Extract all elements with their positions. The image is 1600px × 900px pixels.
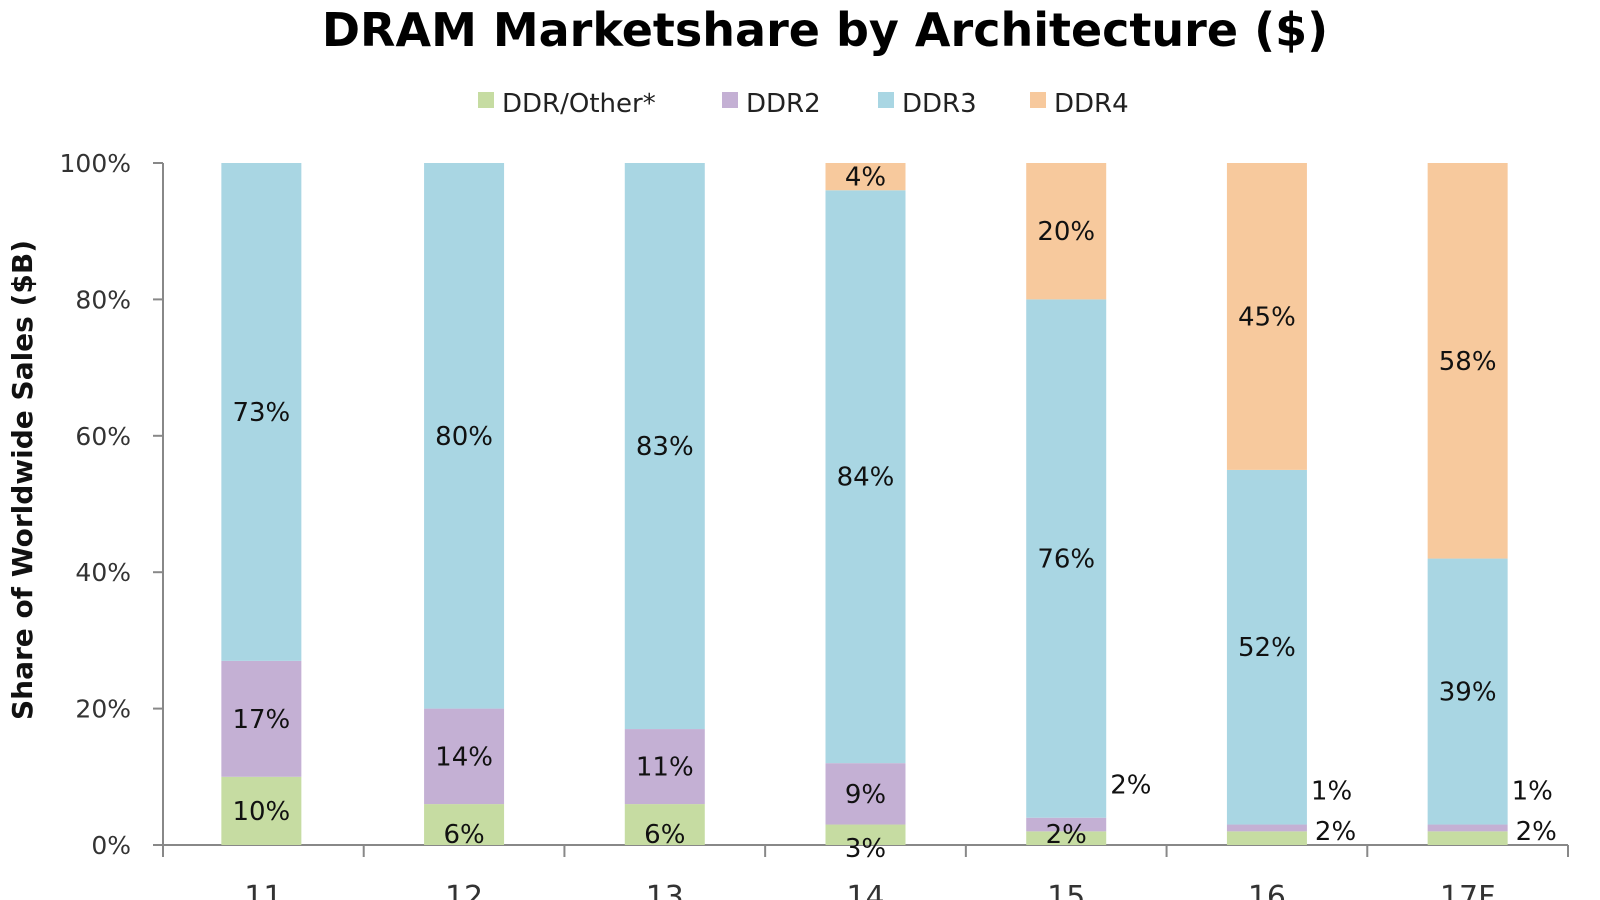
legend-label: DDR4	[1054, 89, 1129, 119]
bar-segment	[1226, 163, 1307, 470]
bar-segment	[1427, 163, 1508, 559]
legend-swatch	[1030, 92, 1046, 108]
legend-label: DDR3	[902, 89, 977, 119]
data-label: 2%	[1315, 817, 1356, 847]
data-label: 58%	[1439, 347, 1497, 377]
data-label: 1%	[1512, 776, 1553, 806]
legend-swatch	[478, 92, 494, 108]
y-tick-label: 100%	[60, 149, 131, 178]
axes: 0% 20% 40% 60% 80% 100% 11 12 13 14 15 16 17F	[60, 149, 1569, 900]
bar-segment	[1427, 824, 1508, 832]
bar-segment	[424, 708, 505, 805]
legend: DDR/Other* DDR2 DDR3 DDR4	[478, 89, 1129, 119]
bar-segment	[1026, 817, 1107, 832]
legend-label: DDR/Other*	[502, 89, 656, 119]
y-axis-title: Share of Worldwide Sales ($B)	[6, 240, 39, 720]
data-label: 2%	[1046, 820, 1087, 850]
bar-segment	[825, 190, 906, 764]
bar-segment	[624, 729, 705, 805]
data-label: 3%	[845, 834, 886, 864]
data-label: 11%	[636, 753, 694, 783]
x-tick-label: 16	[1248, 880, 1286, 900]
data-label: 80%	[435, 422, 493, 452]
y-tick-label: 0%	[91, 831, 131, 860]
bar-segment	[825, 163, 906, 191]
data-label: 6%	[443, 820, 484, 850]
bar-segment	[1427, 558, 1508, 825]
data-label: 73%	[232, 398, 290, 428]
data-label: 10%	[232, 797, 290, 827]
bar-segment	[825, 763, 906, 825]
x-tick-label: 14	[846, 880, 884, 900]
y-tick-label: 40%	[75, 558, 131, 587]
data-label: 2%	[1516, 817, 1557, 847]
data-label: 2%	[1110, 770, 1151, 800]
x-tick-label: 13	[646, 880, 684, 900]
data-label: 76%	[1037, 545, 1095, 575]
legend-swatch	[878, 92, 894, 108]
bar-segment	[1026, 163, 1107, 300]
data-label: 17%	[232, 705, 290, 735]
bar-segment	[221, 660, 302, 777]
x-tick-label: 11	[244, 880, 282, 900]
y-tick-label: 20%	[75, 695, 131, 724]
data-labels: 10% 17% 73% 6% 14% 80% 6% 11% 83% 3% 9% 84% 4% 2% 2% 76…	[232, 163, 1556, 864]
bar-segment	[1026, 831, 1107, 845]
x-tick-label: 17F	[1440, 880, 1495, 900]
y-tick-label: 80%	[75, 285, 131, 314]
x-tick-label: 15	[1047, 880, 1085, 900]
data-label: 83%	[636, 432, 694, 462]
bar-segment	[825, 824, 906, 845]
bar-segment	[624, 163, 705, 730]
data-label: 6%	[644, 820, 685, 850]
y-tick-label: 60%	[75, 422, 131, 451]
bar-segment	[1427, 831, 1508, 845]
legend-swatch	[722, 92, 738, 108]
data-label: 20%	[1037, 217, 1095, 247]
bar-segment	[424, 163, 505, 709]
data-label: 39%	[1439, 678, 1497, 708]
bar-segment	[1226, 469, 1307, 825]
bar-segment	[221, 163, 302, 661]
bar-segment	[221, 776, 302, 845]
legend-label: DDR2	[746, 89, 821, 119]
data-label: 84%	[837, 463, 895, 493]
chart-title: DRAM Marketshare by Architecture ($)	[322, 3, 1328, 57]
data-label: 45%	[1238, 302, 1296, 332]
x-tick-label: 12	[445, 880, 483, 900]
bars	[221, 163, 1508, 845]
bar-segment	[1226, 831, 1307, 845]
data-label: 1%	[1311, 776, 1352, 806]
bar-segment	[1226, 824, 1307, 832]
data-label: 9%	[845, 780, 886, 810]
bar-segment	[1026, 299, 1107, 818]
bar-segment	[624, 804, 705, 845]
data-label: 4%	[845, 163, 886, 193]
bar-segment	[424, 804, 505, 845]
data-label: 14%	[435, 742, 493, 772]
data-label: 52%	[1238, 633, 1296, 663]
